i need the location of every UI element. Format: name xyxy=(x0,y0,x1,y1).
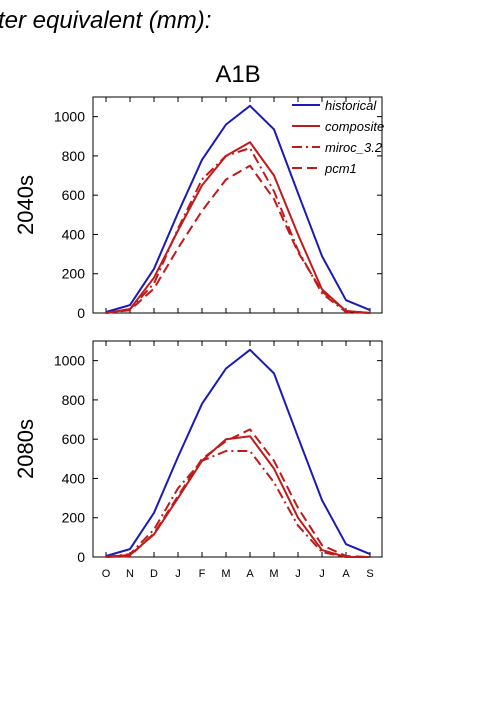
page-title: ter equivalent (mm): xyxy=(0,7,211,34)
series-line-composite xyxy=(105,141,371,314)
plot-frame xyxy=(92,340,383,558)
chart-panel-2: 0 200 400 600 800 1000 O N D J F M A M J J A S 2080s xyxy=(13,340,383,580)
y-tick-label: 400 xyxy=(62,226,86,242)
legend-label: miroc_3.2 xyxy=(325,140,383,155)
series-line-miroc-3-2 xyxy=(105,450,370,558)
x-tick-label: M xyxy=(269,568,278,580)
y-tick-label: 400 xyxy=(62,470,86,486)
y-tick-label: 200 xyxy=(62,510,86,526)
x-tick-label: D xyxy=(150,568,158,580)
x-tick-label: S xyxy=(366,568,373,580)
y-tick-label: 600 xyxy=(62,431,86,447)
series-line-pcm1 xyxy=(105,164,371,314)
y-tick-label: 800 xyxy=(62,148,86,164)
panels: 0 200 400 600 800 1000 2040s historical composit… xyxy=(13,96,384,580)
series-line-pcm1 xyxy=(105,428,371,558)
y-axis-label: 2080s xyxy=(13,419,38,479)
y-tick-label: 1000 xyxy=(54,353,85,369)
y-tick-label: 600 xyxy=(62,187,86,203)
legend-label: pcm1 xyxy=(324,161,357,176)
series-line-historical xyxy=(105,348,371,557)
series-line-miroc-3-2 xyxy=(105,147,371,314)
x-tick-label: N xyxy=(126,568,134,580)
y-tick-label: 0 xyxy=(77,305,85,321)
legend: historical composite miroc_3.2 pcm1 xyxy=(292,98,384,176)
x-tick-label: A xyxy=(342,568,350,580)
x-tick-label: M xyxy=(221,568,230,580)
series-line-historical xyxy=(105,104,371,313)
y-tick-label: 0 xyxy=(77,549,85,565)
x-tick-label: J xyxy=(175,568,181,580)
legend-label: composite xyxy=(325,119,384,134)
y-axis-label: 2040s xyxy=(13,175,38,235)
x-tick-label: J xyxy=(295,568,301,580)
chart-title: A1B xyxy=(215,61,260,88)
y-tick-label: 200 xyxy=(62,266,86,282)
y-tick-label: 1000 xyxy=(54,109,85,125)
plot-frame xyxy=(92,96,383,314)
x-tick-label: O xyxy=(102,568,111,580)
legend-label: historical xyxy=(325,98,377,113)
chart-panel-1: 0 200 400 600 800 1000 2040s historical composit… xyxy=(13,96,384,321)
x-tick-label: F xyxy=(199,568,206,580)
y-tick-label: 800 xyxy=(62,392,86,408)
x-tick-label: A xyxy=(246,568,254,580)
x-tick-label: J xyxy=(319,568,325,580)
